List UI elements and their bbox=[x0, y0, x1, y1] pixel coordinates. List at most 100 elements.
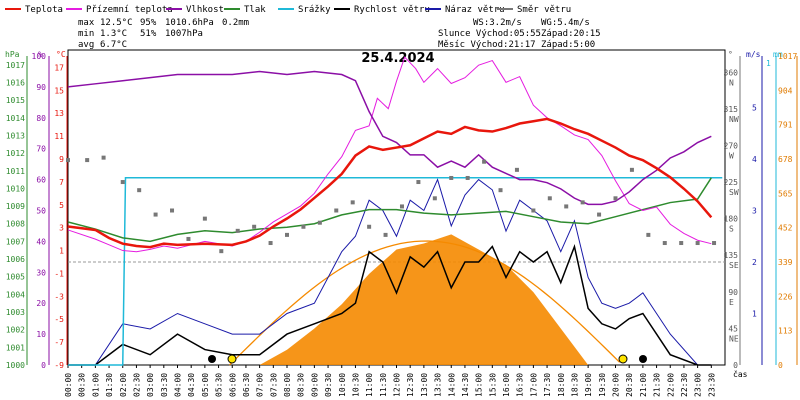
wind-dir-point-6 bbox=[170, 208, 175, 213]
time-tick-5: 02:30 bbox=[132, 373, 141, 397]
wind-dir-point-25 bbox=[482, 159, 487, 164]
deg-tick-7: 45 bbox=[728, 324, 738, 333]
time-tick-21: 10:30 bbox=[351, 373, 360, 397]
light-tick-4: 565 bbox=[778, 189, 793, 198]
time-tick-27: 13:30 bbox=[434, 373, 443, 397]
hpa-tick-3: 1014 bbox=[6, 114, 25, 123]
temp-tick-7: 3 bbox=[59, 224, 64, 233]
wind-dir-point-39 bbox=[712, 241, 717, 246]
wind-dir-point-22 bbox=[432, 196, 437, 201]
ms-tick-2: 3 bbox=[752, 207, 757, 216]
axes-ticks: 00:00 00:30 01:00 01:30 02:00 02:30 03:00 03:30… bbox=[6, 52, 798, 397]
temp-tick-3: 11 bbox=[54, 132, 64, 141]
time-tick-19: 09:30 bbox=[324, 373, 333, 397]
info-moonrise: Měsíc Východ:21:17 bbox=[438, 40, 536, 50]
light-tick-1: 904 bbox=[778, 86, 793, 95]
mm-tick-0: 1 bbox=[766, 59, 771, 68]
deg-tick-2: 270 bbox=[724, 141, 739, 150]
sunshine-area bbox=[229, 234, 621, 366]
deg-tick-4: 180 bbox=[724, 215, 739, 224]
temp-tick-2: 13 bbox=[54, 109, 64, 118]
time-tick-30: 15:00 bbox=[475, 373, 484, 397]
time-tick-15: 07:30 bbox=[269, 373, 278, 397]
ms-tick-4: 1 bbox=[752, 310, 757, 319]
pct-tick-10: 0 bbox=[41, 361, 46, 370]
wind-dir-point-33 bbox=[613, 196, 618, 201]
wind-dir-point-5 bbox=[153, 212, 158, 217]
pct-tick-3: 70 bbox=[36, 145, 46, 154]
ms-tick-1: 4 bbox=[752, 155, 757, 164]
time-tick-41: 20:30 bbox=[625, 373, 634, 397]
wind-dir-point-23 bbox=[449, 175, 454, 180]
pct-tick-8: 20 bbox=[36, 299, 46, 308]
temp-tick-4: 9 bbox=[59, 155, 64, 164]
temp-tick-9: -1 bbox=[54, 269, 64, 278]
ms-tick-0: 5 bbox=[752, 104, 757, 113]
hpa-tick-5: 1012 bbox=[6, 149, 25, 158]
time-tick-31: 15:30 bbox=[488, 373, 497, 397]
time-tick-26: 13:00 bbox=[420, 373, 429, 397]
hpa-tick-16: 1001 bbox=[6, 343, 25, 352]
time-tick-13: 06:30 bbox=[242, 373, 251, 397]
time-tick-38: 19:00 bbox=[584, 373, 593, 397]
wind-dir-point-29 bbox=[547, 196, 552, 201]
time-tick-11: 05:30 bbox=[215, 373, 224, 397]
time-tick-9: 04:30 bbox=[187, 373, 196, 397]
time-tick-0: 00:00 bbox=[64, 373, 73, 397]
legend-label-4: Srážky bbox=[298, 5, 331, 15]
series-line-vlhkost bbox=[67, 70, 712, 206]
time-tick-25: 12:30 bbox=[406, 373, 415, 397]
stat-max-press: 1010.6hPa bbox=[165, 18, 214, 28]
wind-dir-point-36 bbox=[662, 241, 667, 246]
light-tick-7: 226 bbox=[778, 292, 793, 301]
chart-title: 25.4.2024 bbox=[361, 51, 434, 66]
time-tick-18: 09:00 bbox=[310, 373, 319, 397]
light-tick-6: 339 bbox=[778, 258, 793, 267]
axis-title-time: čas bbox=[733, 369, 748, 379]
wind-dir-point-32 bbox=[597, 212, 602, 217]
hpa-tick-12: 1005 bbox=[6, 273, 25, 282]
temp-tick-10: -3 bbox=[54, 292, 64, 301]
wind-dir-point-16 bbox=[334, 208, 339, 213]
dir-label-0: N bbox=[729, 78, 734, 87]
axis-title-pct: % bbox=[38, 50, 43, 59]
time-tick-10: 05:00 bbox=[201, 373, 210, 397]
dir-label-6: E bbox=[729, 298, 734, 307]
deg-tick-8: 0 bbox=[733, 361, 738, 370]
legend-label-1: Přízemní teplota bbox=[86, 5, 173, 15]
axis-title-ms: m/s bbox=[746, 50, 761, 59]
moonrise-marker bbox=[639, 355, 647, 363]
wind-dir-point-31 bbox=[580, 200, 585, 205]
stat-min-label: min bbox=[78, 29, 94, 39]
wind-dir-point-14 bbox=[301, 224, 306, 229]
time-tick-39: 19:30 bbox=[598, 373, 607, 397]
temp-tick-0: 17 bbox=[54, 63, 64, 72]
wind-dir-point-30 bbox=[564, 204, 569, 209]
time-tick-23: 11:30 bbox=[379, 373, 388, 397]
time-tick-28: 14:00 bbox=[447, 373, 456, 397]
pct-tick-6: 40 bbox=[36, 237, 46, 246]
wind-dir-point-38 bbox=[695, 241, 700, 246]
time-tick-17: 08:30 bbox=[297, 373, 306, 397]
wind-dir-point-10 bbox=[235, 228, 240, 233]
time-tick-43: 21:30 bbox=[653, 373, 662, 397]
info-ws: WS:3.2m/s bbox=[473, 18, 522, 28]
temp-tick-13: -9 bbox=[54, 361, 64, 370]
time-tick-37: 18:30 bbox=[570, 373, 579, 397]
light-tick-8: 113 bbox=[778, 327, 793, 336]
dir-label-2: W bbox=[729, 151, 734, 160]
time-tick-20: 10:00 bbox=[338, 373, 347, 397]
dir-label-1: NW bbox=[729, 115, 739, 124]
time-tick-47: 23:30 bbox=[707, 373, 716, 397]
series-line-teplota bbox=[67, 117, 713, 249]
hpa-tick-13: 1004 bbox=[6, 290, 25, 299]
wind-dir-point-24 bbox=[465, 175, 470, 180]
time-tick-4: 02:00 bbox=[119, 373, 128, 397]
light-tick-0: 1017 bbox=[778, 52, 797, 61]
pct-tick-5: 50 bbox=[36, 207, 46, 216]
temp-tick-8: 1 bbox=[59, 247, 64, 256]
wind-dir-point-37 bbox=[679, 241, 684, 246]
hpa-tick-8: 1009 bbox=[6, 202, 25, 211]
wind-dir-point-27 bbox=[514, 167, 519, 172]
pct-tick-1: 90 bbox=[36, 83, 46, 92]
